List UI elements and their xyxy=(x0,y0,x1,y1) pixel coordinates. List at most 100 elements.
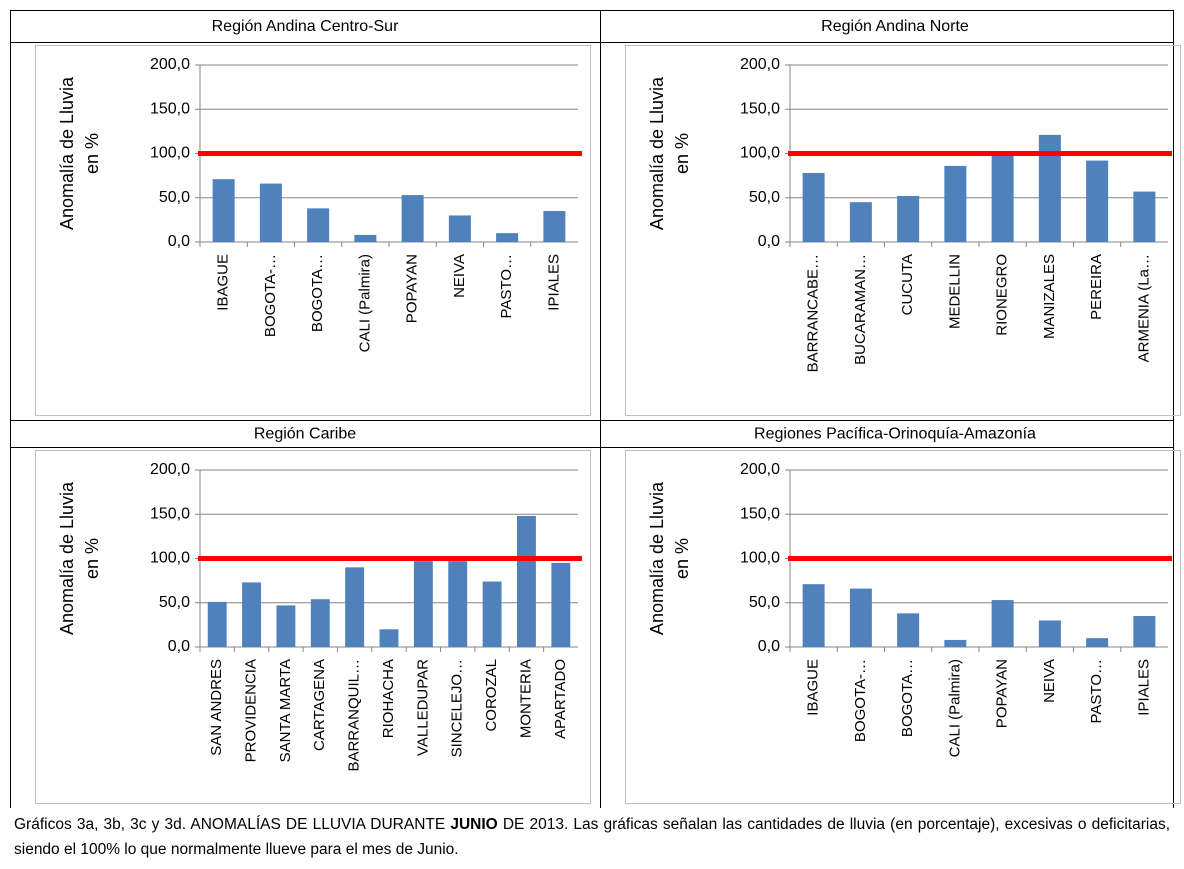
x-tick-label: PASTO… xyxy=(498,254,515,318)
bar xyxy=(543,211,566,242)
bar xyxy=(482,581,502,647)
y-tick-label: 200,0 xyxy=(740,56,780,73)
bar xyxy=(849,588,872,647)
x-tick-label: RIONEGRO xyxy=(994,254,1011,336)
x-tick-label: BOGOTA-… xyxy=(852,659,869,742)
y-axis-title: Anomalía de Lluvia xyxy=(647,481,667,635)
x-tick-label: IBAGUE xyxy=(805,659,822,716)
y-tick-label: 0,0 xyxy=(758,233,780,250)
x-tick-label: MEDELLIN xyxy=(946,254,963,329)
y-axis-title: Anomalía de Lluvia xyxy=(57,481,77,635)
caption: Gráficos 3a, 3b, 3c y 3d. ANOMALÍAS DE L… xyxy=(14,812,1170,862)
x-tick-label: CALI (Palmira) xyxy=(356,254,373,352)
x-tick-label: NEIVA xyxy=(451,254,468,298)
y-tick-label: 150,0 xyxy=(740,505,780,522)
x-tick-label: IBAGUE xyxy=(215,254,232,311)
x-tick-label: POPAYAN xyxy=(404,254,421,323)
x-tick-label: CARTAGENA xyxy=(311,659,328,751)
bar xyxy=(849,202,872,242)
bar xyxy=(448,561,468,647)
bar xyxy=(1133,191,1156,242)
chart-title: Regiones Pacífica-Orinoquía-Amazonía xyxy=(754,426,1036,443)
x-tick-label: BARRANCABE… xyxy=(805,254,822,372)
y-tick-label: 0,0 xyxy=(168,233,190,250)
bar xyxy=(897,613,920,647)
bar xyxy=(802,584,825,647)
x-tick-label: IPIALES xyxy=(1135,659,1152,716)
caption-bold: JUNIO xyxy=(450,816,498,833)
caption-text: DE 2013. Las gráficas señalan las cantid… xyxy=(14,816,1170,858)
bar xyxy=(212,179,235,242)
y-axis-title: en % xyxy=(82,133,102,174)
x-tick-label: BOGOTA-… xyxy=(262,254,279,337)
bar xyxy=(551,562,571,647)
y-tick-label: 100,0 xyxy=(740,145,780,162)
x-tick-label: NEIVA xyxy=(1041,659,1058,703)
bar xyxy=(1133,616,1156,647)
y-axis-title: Anomalía de Lluvia xyxy=(647,76,667,230)
x-tick-label: VALLEDUPAR xyxy=(414,659,431,756)
bar xyxy=(242,582,261,647)
chart-frame xyxy=(625,45,1181,416)
y-tick-label: 0,0 xyxy=(168,638,190,655)
x-tick-label: CUCUTA xyxy=(899,254,916,315)
y-tick-label: 200,0 xyxy=(150,56,190,73)
caption-text: Gráficos 3a, 3b, 3c y 3d. ANOMALÍAS DE L… xyxy=(14,816,451,833)
y-tick-label: 0,0 xyxy=(758,638,780,655)
bar xyxy=(991,152,1014,242)
y-axis-title: en % xyxy=(672,538,692,579)
x-tick-label: BOGOTA… xyxy=(899,659,916,737)
bar xyxy=(276,605,296,647)
x-tick-label: BARRANQUIL… xyxy=(346,659,363,772)
bar xyxy=(401,195,424,242)
x-tick-label: IPIALES xyxy=(545,254,562,311)
bar xyxy=(944,639,967,647)
y-axis-title: en % xyxy=(82,538,102,579)
y-tick-label: 100,0 xyxy=(740,550,780,567)
x-tick-label: PASTO… xyxy=(1088,659,1105,723)
bar xyxy=(413,561,433,647)
y-tick-label: 200,0 xyxy=(150,461,190,478)
x-tick-label: BOGOTA… xyxy=(309,254,326,332)
bar xyxy=(345,567,365,647)
chart-title: Región Andina Norte xyxy=(821,18,969,35)
bar xyxy=(897,195,920,242)
bar xyxy=(1086,160,1109,242)
y-axis-title: en % xyxy=(672,133,692,174)
y-axis-title: Anomalía de Lluvia xyxy=(57,76,77,230)
bar xyxy=(379,629,399,647)
bar xyxy=(802,172,825,242)
y-tick-label: 50,0 xyxy=(749,189,780,206)
bar xyxy=(259,183,282,242)
x-tick-label: MANIZALES xyxy=(1041,254,1058,339)
x-tick-label: SANTA MARTA xyxy=(277,659,294,762)
y-tick-label: 100,0 xyxy=(150,550,190,567)
chart-frame xyxy=(35,450,591,804)
chart-title: Región Andina Centro-Sur xyxy=(212,18,399,35)
y-tick-label: 150,0 xyxy=(150,505,190,522)
bar xyxy=(310,599,330,647)
bar xyxy=(1086,638,1109,647)
x-tick-label: SAN ANDRES xyxy=(208,659,225,756)
x-tick-label: POPAYAN xyxy=(994,659,1011,728)
bar xyxy=(354,234,377,242)
chart-frame xyxy=(35,45,591,416)
chart-grid: Región Andina Centro-Sur Anomalía de Lluv… xyxy=(10,10,1181,869)
x-tick-label: ARMENIA (La… xyxy=(1135,254,1152,362)
y-tick-label: 50,0 xyxy=(159,189,190,206)
x-tick-label: CALI (Palmira) xyxy=(946,659,963,757)
y-tick-label: 150,0 xyxy=(740,100,780,117)
bar xyxy=(944,165,967,242)
y-tick-label: 50,0 xyxy=(159,594,190,611)
x-tick-label: PROVIDENCIA xyxy=(243,659,260,762)
y-tick-label: 100,0 xyxy=(150,145,190,162)
bar xyxy=(991,600,1014,647)
bar xyxy=(448,215,471,242)
y-tick-label: 50,0 xyxy=(749,594,780,611)
bar xyxy=(1038,134,1061,242)
bar xyxy=(517,516,536,647)
bar xyxy=(1038,620,1061,647)
y-tick-label: 150,0 xyxy=(150,100,190,117)
bar xyxy=(496,233,519,242)
